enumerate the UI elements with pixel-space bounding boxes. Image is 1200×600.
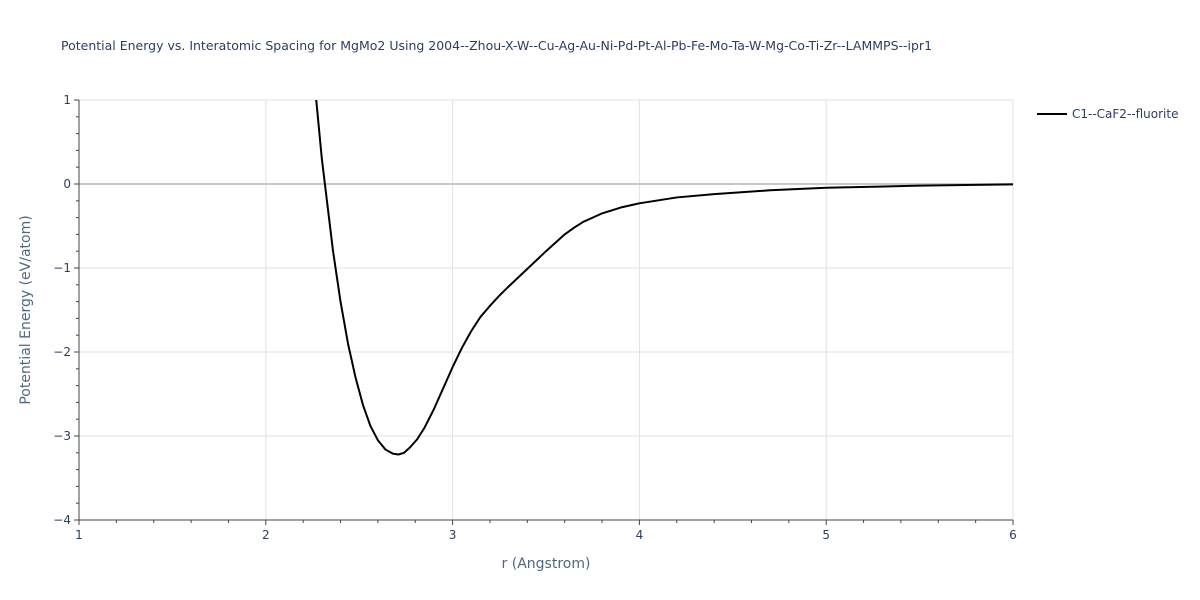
y-tick-label: 0: [63, 177, 71, 191]
x-tick-label: 1: [75, 528, 83, 542]
grid: [79, 99, 1014, 520]
plot-area: [315, 100, 1013, 456]
x-tick-label: 5: [822, 528, 830, 542]
y-axis-title: Potential Energy (eV/atom): [18, 215, 34, 404]
x-tick-label: 4: [636, 528, 644, 542]
axes: 1 2 3 4 5 6 −4 −3 −2 −1 0 1: [53, 93, 1017, 542]
y-tick-label: −1: [53, 261, 71, 275]
legend[interactable]: C1--CaF2--fluorite: [1037, 107, 1178, 121]
legend-label: C1--CaF2--fluorite: [1072, 107, 1178, 121]
y-tick-label: −4: [53, 513, 71, 527]
x-tick-label: 2: [262, 528, 270, 542]
y-tick-label: −3: [53, 429, 71, 443]
y-tick-label: −2: [53, 345, 71, 359]
y-tick-label: 1: [63, 93, 71, 107]
x-axis-title: r (Angstrom): [502, 556, 591, 572]
x-tick-label: 6: [1009, 528, 1017, 542]
chart-title: Potential Energy vs. Interatomic Spacing…: [61, 38, 932, 53]
series-line: [315, 100, 1013, 456]
x-tick-label: 3: [449, 528, 457, 542]
